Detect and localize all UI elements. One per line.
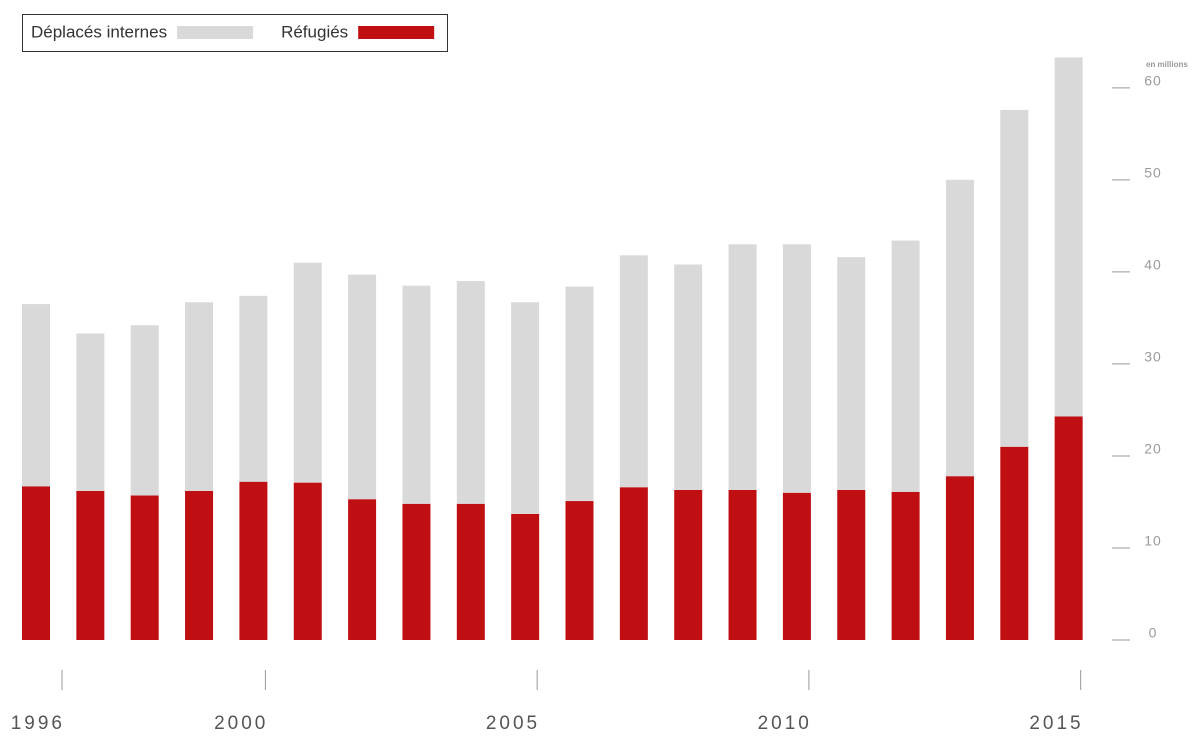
bar-segment <box>674 489 703 640</box>
bar-segment <box>1054 57 1083 417</box>
bar-segment <box>22 304 50 487</box>
bar-segment <box>239 481 268 640</box>
x-tick-label: 1996 <box>11 713 65 734</box>
bar-segment <box>456 503 485 640</box>
y-tick-label: 10 <box>1144 533 1162 549</box>
x-tick-label: 2015 <box>1029 713 1083 734</box>
x-tick-label: 2010 <box>758 713 812 734</box>
y-axis-label: en millions <box>1146 60 1188 69</box>
bar-segment <box>674 264 703 490</box>
bar-segment <box>619 487 648 640</box>
bar-segment <box>348 274 377 500</box>
bar-segment <box>239 295 268 482</box>
y-tick-label: 0 <box>1149 625 1158 641</box>
bar-segment <box>185 302 214 491</box>
bar-segment <box>837 489 866 640</box>
bar-segment <box>22 486 50 640</box>
bar-segment <box>511 513 540 640</box>
bar-segment <box>565 501 594 640</box>
bar-segment <box>945 476 974 640</box>
legend-label: Réfugiés <box>281 22 348 41</box>
bar-segment <box>619 255 648 488</box>
bar-segment <box>837 257 866 490</box>
bar-segment <box>728 489 757 640</box>
bar-segment <box>185 490 214 640</box>
bar-segment <box>130 325 159 496</box>
legend-swatch <box>177 26 254 39</box>
y-tick-label: 50 <box>1144 165 1162 181</box>
bar-segment <box>891 491 920 640</box>
x-tick-label: 2000 <box>214 713 268 734</box>
bar-segment <box>1000 446 1029 640</box>
bar-segment <box>1054 416 1083 640</box>
bar-segment <box>456 281 485 504</box>
y-tick-label: 30 <box>1144 349 1162 365</box>
bar-segment <box>293 262 322 483</box>
bar-segment <box>782 244 811 493</box>
y-tick-label: 20 <box>1144 441 1162 457</box>
y-tick-label: 60 <box>1144 73 1162 89</box>
bar-segment <box>565 286 594 502</box>
bar-segment <box>76 490 105 640</box>
bar-segment <box>782 492 811 640</box>
bar-segment <box>1000 109 1029 447</box>
legend-swatch <box>358 26 435 39</box>
bar-segment <box>511 302 540 514</box>
y-tick-label: 40 <box>1144 257 1162 273</box>
bar-segment <box>76 333 105 491</box>
bar-segment <box>348 499 377 640</box>
bar-segment <box>293 482 322 640</box>
bar-segment <box>402 285 431 504</box>
x-tick-label: 2005 <box>486 713 540 734</box>
bar-segment <box>130 495 159 640</box>
bar-segment <box>728 244 757 490</box>
bar-segment <box>402 503 431 640</box>
bar-segment <box>891 240 920 492</box>
legend-label: Déplacés internes <box>31 22 167 41</box>
bar-segment <box>945 179 974 477</box>
